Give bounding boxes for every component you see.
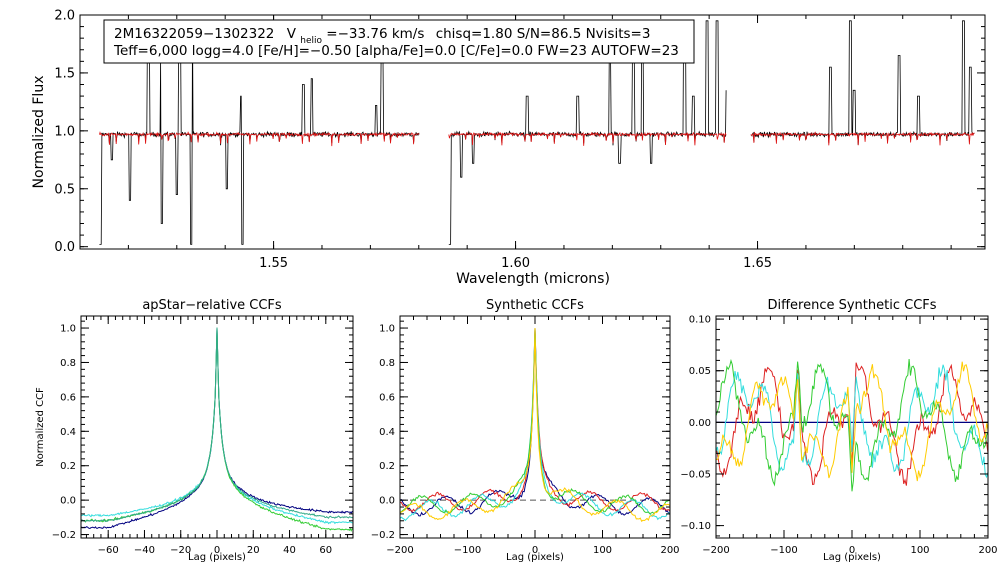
spectrum-ylabel: Normalized Flux: [31, 76, 47, 189]
difference-ccf-ticks: −200 −100 0 100 200 −0.10 −0.05 0.00 0.05 0.10: [680, 315, 997, 556]
difference-ccf-line-visit-4: [715, 361, 989, 482]
difference-ccf-line-visit-3: [715, 358, 989, 492]
y-tick-label: 0.0: [379, 496, 395, 507]
spectrum-info-box: 2M16322059−1302322 V helio =−33.76 km/s …: [103, 19, 695, 64]
synthetic-ccf-panel: Synthetic CCFs −200 −100 0 100 200 −0.2 0.0 0.2…: [371, 298, 680, 563]
x-tick-label: −100: [770, 545, 797, 556]
difference-ccf-line-visit-2: [715, 364, 989, 479]
spectrum-traces: [99, 20, 975, 245]
y-tick-label: 0.8: [379, 358, 395, 369]
y-tick-label: 0.4: [60, 427, 76, 438]
y-tick-label: −0.2: [371, 530, 395, 541]
x-tick-label: 0: [532, 545, 538, 556]
y-tick-label: 0.6: [60, 392, 76, 403]
info-stats: chisq=1.80 S/N=86.5 Nvisits=3: [436, 26, 651, 42]
synthetic-ccf-line-visit-4: [399, 327, 671, 522]
y-tick-label: 1.0: [379, 324, 395, 335]
y-tick-label: 0.0: [54, 240, 75, 255]
difference-ccf-panel: Difference Synthetic CCFs −200 −100 0 100 20…: [680, 298, 997, 563]
y-tick-label: 1.5: [54, 66, 75, 81]
apstar-ccf-title: apStar−relative CCFs: [142, 298, 282, 313]
apstar-ccf-line-visit-3: [80, 327, 354, 523]
info-star-id: 2M16322059−1302322: [114, 26, 274, 42]
difference-ccf-traces: [715, 358, 989, 492]
y-tick-label: 1.0: [60, 324, 76, 335]
y-tick-label: 0.0: [60, 496, 76, 507]
apstar-ccf-ylabel: Normalized CCF: [35, 387, 46, 467]
x-tick-label: 40: [283, 545, 296, 556]
model-spectrum-line: [750, 131, 975, 146]
y-tick-label: 0.8: [60, 358, 76, 369]
x-tick-label: −40: [134, 545, 155, 556]
model-spectrum-line: [448, 131, 727, 146]
x-tick-label: 200: [660, 545, 679, 556]
x-tick-label: 1.55: [259, 256, 288, 271]
x-tick-label: 20: [247, 545, 260, 556]
y-tick-label: 1.0: [54, 124, 75, 139]
spectrum-panel: 1.55 1.60 1.65 0.0 0.5 1.0 1.5 2.0 Wavelength (…: [31, 9, 986, 287]
y-tick-label: 0.10: [689, 315, 711, 326]
spectrum-axis-ticks: 1.55 1.60 1.65 0.0 0.5 1.0 1.5 2.0: [54, 9, 985, 271]
y-tick-label: 0.2: [60, 461, 76, 472]
model-spectrum-line: [99, 131, 420, 147]
y-tick-label: 2.0: [54, 9, 75, 24]
x-tick-label: −60: [98, 545, 119, 556]
spectrum-xlabel: Wavelength (microns): [456, 271, 610, 287]
spectrum-plot-frame: [79, 14, 986, 250]
info-vhelio-subscript: helio: [300, 36, 322, 46]
y-tick-label: −0.05: [680, 469, 711, 480]
x-tick-label: −200: [386, 545, 413, 556]
info-line-2: Teff=6,000 logg=4.0 [Fe/H]=−0.50 [alpha/…: [113, 43, 679, 59]
synthetic-ccf-traces: [399, 327, 671, 522]
y-tick-label: 0.5: [54, 182, 75, 197]
synthetic-ccf-ticks: −200 −100 0 100 200 −0.2 0.0 0.2 0.4 0.6 0.8 1.0: [371, 316, 680, 556]
y-tick-label: 0.2: [379, 461, 395, 472]
y-tick-label: −0.10: [680, 521, 711, 532]
info-vhelio-symbol: V: [287, 26, 297, 42]
x-tick-label: 100: [910, 545, 929, 556]
y-tick-label: −0.2: [52, 530, 76, 541]
apstar-ccf-ticks: −60 −40 −20 0 20 40 60 −0.2 0.0 0.2 0.4 0.6 0.8 1.0: [52, 316, 353, 556]
x-tick-label: 0: [214, 545, 220, 556]
synthetic-ccf-title: Synthetic CCFs: [486, 298, 584, 313]
x-tick-label: −100: [454, 545, 481, 556]
apstar-ccf-xlabel: Lag (pixels): [188, 552, 246, 563]
apstar-ccf-panel: apStar−relative CCFs −60 −40 −20 0 20 40 60 −0.…: [35, 298, 354, 563]
apstar-ccf-traces: [80, 327, 354, 532]
difference-ccf-xlabel: Lag (pixels): [823, 552, 881, 563]
y-tick-label: 0.00: [689, 418, 711, 429]
synthetic-ccf-xlabel: Lag (pixels): [506, 552, 564, 563]
info-vhelio-value: =−33.76 km/s: [326, 26, 424, 42]
x-tick-label: −200: [702, 545, 729, 556]
x-tick-label: 100: [593, 545, 612, 556]
difference-ccf-title: Difference Synthetic CCFs: [767, 298, 936, 313]
x-tick-label: 0: [849, 545, 855, 556]
y-tick-label: 0.4: [379, 427, 395, 438]
x-tick-label: 1.60: [501, 256, 530, 271]
y-tick-label: 0.05: [689, 366, 711, 377]
x-tick-label: −20: [170, 545, 191, 556]
info-box-frame: [103, 19, 695, 64]
x-tick-label: 1.65: [743, 256, 772, 271]
x-tick-label: 60: [319, 545, 332, 556]
y-tick-label: 0.6: [379, 392, 395, 403]
x-tick-label: 200: [978, 545, 997, 556]
info-line-1: 2M16322059−1302322 V helio =−33.76 km/s …: [114, 26, 650, 47]
